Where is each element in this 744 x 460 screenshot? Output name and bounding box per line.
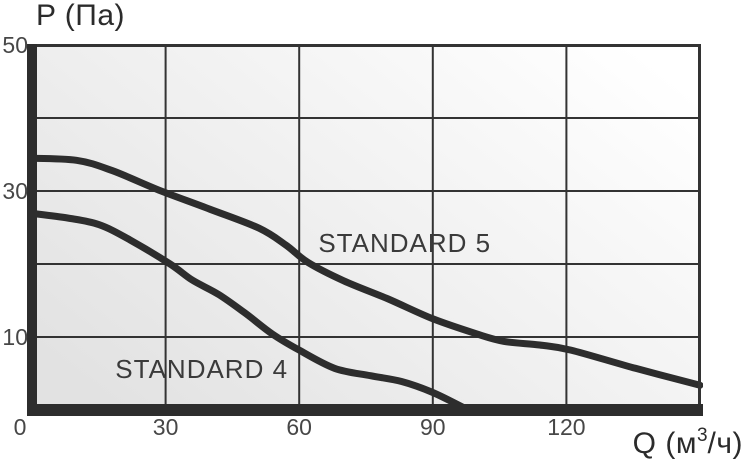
x-tick-label: 0 — [13, 414, 27, 440]
curve-standard-4 — [27, 209, 468, 412]
y-tick-label: 50 — [2, 32, 28, 58]
x-axis-title-prefix: Q (м — [632, 427, 697, 460]
x-axis-title-suffix: /ч) — [707, 427, 743, 460]
y-axis-title: P (Па) — [36, 0, 126, 32]
y-axis-bar — [27, 44, 37, 416]
x-tick-label: 30 — [152, 414, 179, 440]
x-tick-label: 60 — [286, 414, 312, 440]
x-tick-label: 90 — [420, 414, 446, 440]
series-label-standard-5: STANDARD 5 — [318, 227, 492, 258]
plot-border-top — [30, 44, 701, 47]
plot-border-right — [698, 44, 701, 408]
x-axis-bar — [27, 404, 703, 416]
x-tick-label: 120 — [547, 414, 586, 440]
y-tick-label: 10 — [2, 324, 28, 350]
plot-area-background — [35, 45, 700, 405]
y-tick-label: 30 — [2, 178, 28, 204]
x-axis-title-superscript: 3 — [696, 425, 708, 446]
x-axis-title: Q (м3/ч) — [633, 420, 743, 460]
curve-standard-5 — [27, 154, 703, 389]
series-label-standard-4: STANDARD 4 — [115, 354, 289, 385]
